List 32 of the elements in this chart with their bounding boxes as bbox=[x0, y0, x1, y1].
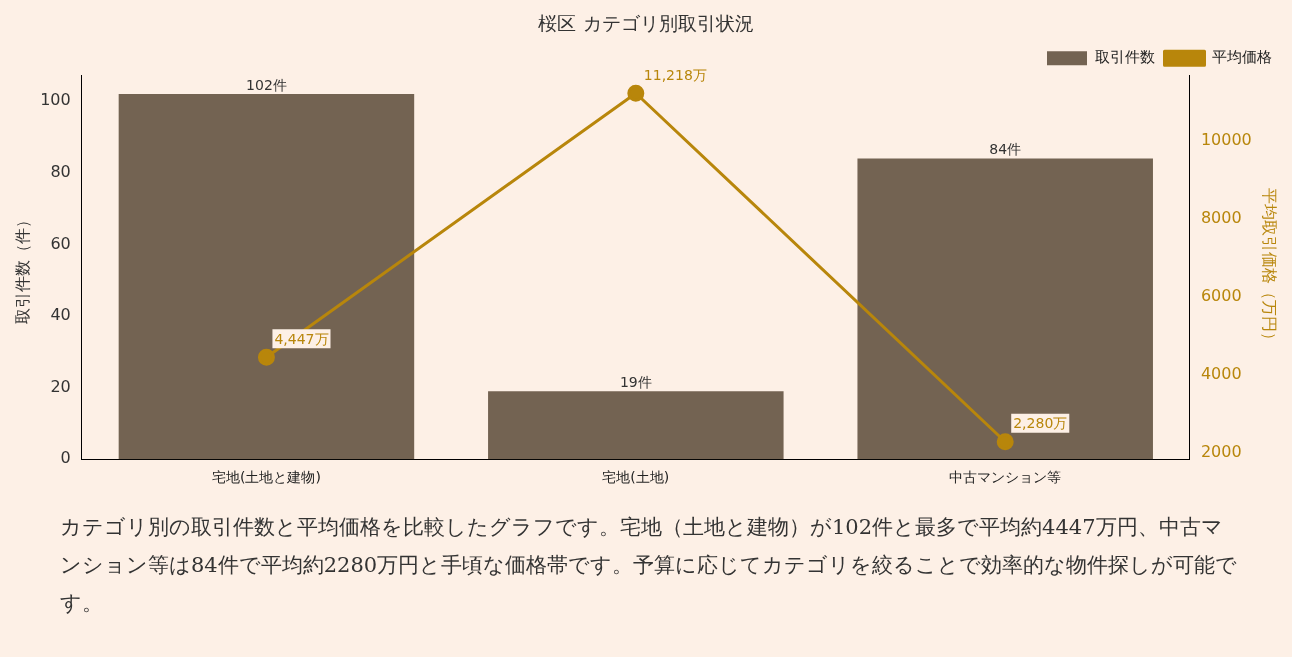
data-label: 102件 bbox=[246, 76, 287, 93]
data-label: 4,447万 bbox=[274, 330, 329, 347]
y2-tick-label: 10000 bbox=[1200, 129, 1252, 149]
bar bbox=[488, 391, 784, 460]
y-tick-label: 0 bbox=[60, 448, 71, 468]
data-label: 19件 bbox=[619, 373, 652, 390]
data-label: 2,280万 bbox=[1013, 415, 1068, 432]
legend-label: 取引件数 bbox=[1094, 48, 1155, 67]
legend-label: 平均価格 bbox=[1212, 48, 1272, 67]
y2-tick-label: 4000 bbox=[1200, 363, 1242, 383]
data-label: 11,218万 bbox=[643, 66, 707, 83]
y-tick-label: 20 bbox=[50, 376, 71, 396]
y-tick-label: 100 bbox=[40, 90, 71, 110]
x-tick-label: 宅地(土地) bbox=[602, 469, 670, 486]
y2-axis-title: 平均取引価格（万円） bbox=[1260, 187, 1280, 348]
y-tick-label: 40 bbox=[50, 305, 71, 325]
y-axis-title: 取引件数（件） bbox=[12, 211, 32, 324]
text: カテゴリ別の取引件数と平均価格を比較したグラフです。宅地（土地と建物）が102件と最多で平均約4447万円、中古マンション等は84件で平均約2280万円と手頃な価格帯です。予算に応じてカテゴリを絞ることで効率的な物件探しが可能です。 bbox=[60, 514, 1239, 617]
point bbox=[996, 433, 1014, 451]
y-tick-label: 60 bbox=[50, 233, 71, 253]
y2-tick-label: 8000 bbox=[1200, 207, 1242, 227]
bar bbox=[857, 158, 1153, 460]
y2-tick-label: 6000 bbox=[1200, 285, 1242, 305]
y2-tick-label: 2000 bbox=[1200, 441, 1242, 461]
x-tick-label: 宅地(土地と建物) bbox=[211, 469, 321, 486]
bar bbox=[118, 94, 415, 460]
point bbox=[627, 84, 645, 102]
x-tick-label: 中古マンション等 bbox=[949, 469, 1062, 486]
y-tick-label: 80 bbox=[50, 161, 71, 181]
chart-title: 桜区 カテゴリ別取引状況 bbox=[538, 12, 754, 35]
data-label: 84件 bbox=[989, 141, 1022, 158]
point bbox=[257, 348, 275, 366]
